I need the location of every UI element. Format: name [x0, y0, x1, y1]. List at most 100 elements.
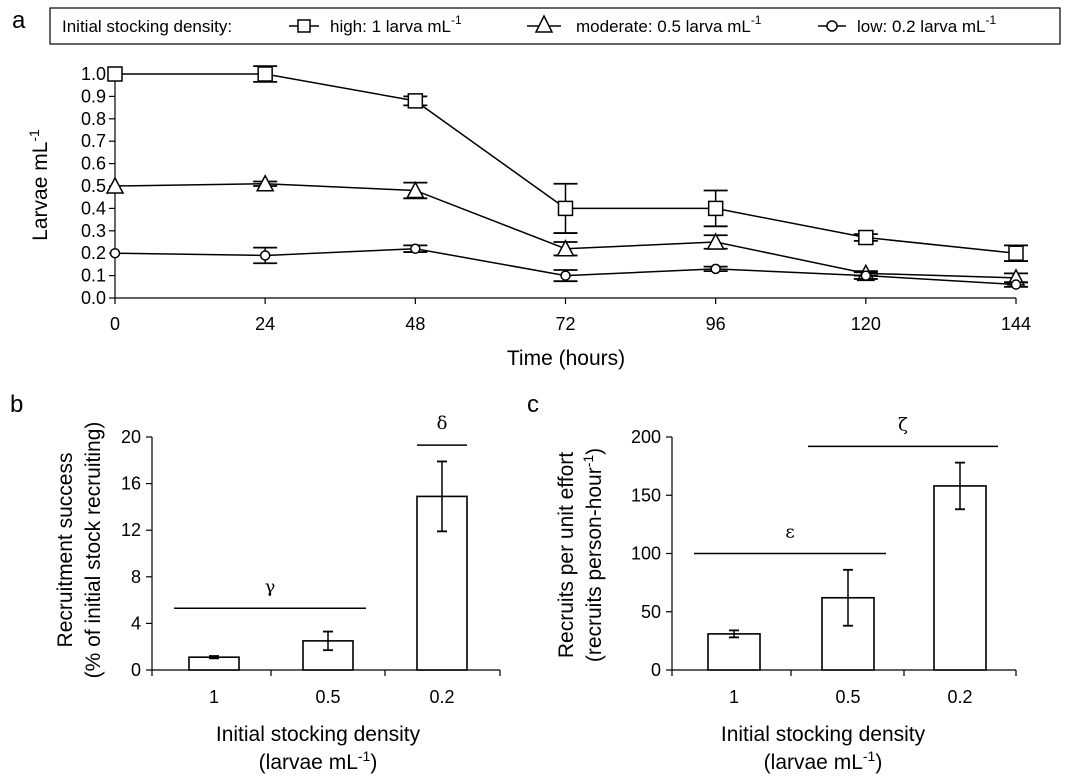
panel-b-bar-chart: Recruitment success (% of initial stock … [54, 413, 501, 774]
legend-label-low: low: 0.2 larva mL-1 [857, 13, 996, 36]
panel-a-x-tick-label: 144 [1001, 314, 1031, 334]
panel-c-letter: c [527, 391, 539, 418]
panel-a-y-axis-title-main: Larvae mL [29, 142, 52, 241]
panel-b-bar [416, 495, 468, 671]
panel-a-series-triangle-point-triangle [406, 180, 425, 199]
panel-b-y-tick-label: 20 [121, 427, 141, 447]
panel-c-x-axis-title-line2-end: ) [875, 751, 882, 774]
panel-a-series-circle-point-circle [259, 250, 271, 261]
panel-c-y-axis-title-line1: Recruits per unit effort [555, 452, 578, 658]
panel-a-series-circle-point-circle [860, 270, 872, 281]
panel-b-significance-label: γ [265, 576, 276, 597]
panel-c-x-axis-title-line2: (larvae mL-1) [764, 748, 883, 774]
panel-b-x-axis-title-line2: (larvae mL-1) [259, 748, 378, 774]
panel-c-x-tick-label: 1 [729, 687, 739, 707]
legend-item-low: low: 0.2 larva mL-1 [818, 13, 996, 36]
panel-b-y-tick-label: 12 [121, 520, 141, 540]
panel-b-y-axis-title-line2: (% of initial stock recruiting) [82, 422, 105, 679]
panel-a-x-axis-title: Time (hours) [507, 347, 625, 370]
legend-label-high-main: high: 1 larva mL [330, 17, 451, 36]
panel-c-bar-chart: Recruits per unit effort (recruits perso… [555, 414, 1017, 774]
panel-c-y-axis-title-line2-end: ) [583, 448, 606, 455]
panel-c-x-axis-title-line2-sup: -1 [863, 748, 876, 764]
panel-c-y-axis-title-line2-main: (recruits person-hour [583, 467, 606, 662]
panel-c-x-axis-title-line1: Initial stocking density [721, 723, 926, 746]
panel-a-y-tick-label: 0.1 [81, 266, 106, 286]
panel-c-y-tick-label: 200 [631, 427, 661, 447]
panel-c-y-tick-label: 0 [651, 660, 661, 680]
panel-b-x-axis-title-line1: Initial stocking density [216, 723, 421, 746]
panel-a-x-tick-label: 120 [851, 314, 881, 334]
panel-a-y-axis-title-sup: -1 [26, 129, 42, 142]
legend-label-low-sup: -1 [986, 13, 997, 27]
panel-b-x-tick-label: 0.5 [315, 687, 340, 707]
panel-a-series-square-point-square [407, 93, 424, 109]
panel-c-y-tick-label: 50 [641, 602, 661, 622]
legend-label-moderate-main: moderate: 0.5 larva mL [576, 17, 751, 36]
panel-b-x-axis-title-line2-main: (larvae mL [259, 751, 358, 774]
panel-b-letter: b [10, 391, 23, 418]
panel-a-series-circle-point-circle [560, 270, 571, 281]
legend-label-low-main: low: 0.2 larva mL [857, 17, 986, 36]
panel-a-series-square-point-square [557, 200, 574, 217]
panel-a-series-square-point-square [1008, 245, 1024, 261]
panel-b-x-axis-title-line2-sup: -1 [358, 748, 371, 764]
panel-c-y-tick-label: 100 [631, 544, 661, 564]
panel-a-x-tick-label: 48 [405, 314, 425, 334]
panel-b-y-axis-title-line1: Recruitment success [54, 453, 77, 648]
panel-c-x-tick-label: 0.5 [835, 687, 860, 707]
panel-a-y-tick-label: 0.2 [81, 243, 106, 263]
legend-square-marker-icon [297, 19, 311, 33]
panel-a-series-triangle-point-triangle [706, 232, 725, 250]
panel-c-bar [933, 485, 987, 671]
panel-a-y-tick-label: 0.5 [81, 176, 106, 196]
panel-a-series-triangle-point-triangle [556, 239, 575, 257]
panel-a-series-circle-point-circle [109, 247, 121, 259]
legend: Initial stocking density: high: 1 larva … [49, 7, 1061, 45]
panel-c-x-axis-title-line2-main: (larvae mL [764, 751, 863, 774]
panel-a-series-square-point-square [107, 66, 123, 82]
panel-a-letter: a [12, 7, 26, 34]
legend-title: Initial stocking density: [62, 17, 232, 36]
panel-c-significance-label: ζ [898, 414, 908, 435]
panel-a-series-triangle-point-triangle [255, 174, 275, 192]
panel-a-y-axis-title: Larvae mL-1 [26, 129, 52, 241]
legend-item-high: high: 1 larva mL-1 [289, 13, 462, 36]
panel-a-line-chart: Larvae mL-1 Time (hours) 0.00.1 0.20.3 0.4… [26, 64, 1031, 370]
panel-b-x-tick-label: 0.2 [429, 687, 454, 707]
legend-triangle-marker-icon [534, 14, 554, 33]
panel-c-y-axis-title-line2-sup: -1 [580, 455, 596, 468]
panel-a-x-tick-label: 0 [110, 314, 120, 334]
panel-b-y-tick-label: 4 [131, 613, 141, 633]
panel-b-y-tick-label: 8 [131, 567, 141, 587]
panel-a-series-circle-point-circle [1010, 279, 1022, 290]
panel-a-x-tick-label: 24 [255, 314, 275, 334]
legend-item-moderate: moderate: 0.5 larva mL-1 [527, 13, 762, 36]
panel-a-y-tick-label: 0.0 [81, 288, 106, 308]
legend-label-moderate-sup: -1 [751, 13, 762, 27]
panel-b-y-tick-label: 0 [131, 660, 141, 680]
panel-a-series-circle-point-circle [710, 263, 721, 275]
panel-b-significance-label: δ [437, 413, 448, 434]
panel-a-y-tick-label: 1.0 [81, 64, 106, 84]
panel-c-significance-label: ε [785, 522, 794, 543]
legend-label-high: high: 1 larva mL-1 [330, 13, 462, 36]
panel-c-x-tick-label: 0.2 [947, 687, 972, 707]
panel-a-y-tick-label: 0.9 [81, 86, 106, 106]
panel-a-series-circle-point-circle [410, 243, 421, 254]
panel-a-x-tick-label: 72 [555, 314, 575, 334]
panel-b-x-tick-label: 1 [209, 687, 219, 707]
panel-c-bar [707, 633, 761, 671]
panel-a-y-tick-label: 0.7 [81, 131, 106, 151]
panel-a-series-square-point-square [858, 229, 874, 246]
panel-a-y-tick-label: 0.4 [81, 198, 106, 218]
panel-a-y-tick-label: 0.3 [81, 221, 106, 241]
legend-circle-marker-icon [826, 20, 838, 32]
legend-label-moderate: moderate: 0.5 larva mL-1 [576, 13, 762, 36]
panel-b-x-axis-title-line2-end: ) [370, 751, 377, 774]
panel-b-y-tick-label: 16 [121, 474, 141, 494]
panel-a-y-tick-label: 0.6 [81, 154, 106, 174]
panel-a-series-square-point-square [257, 66, 273, 82]
panel-a-series-triangle-point-triangle [105, 176, 125, 194]
